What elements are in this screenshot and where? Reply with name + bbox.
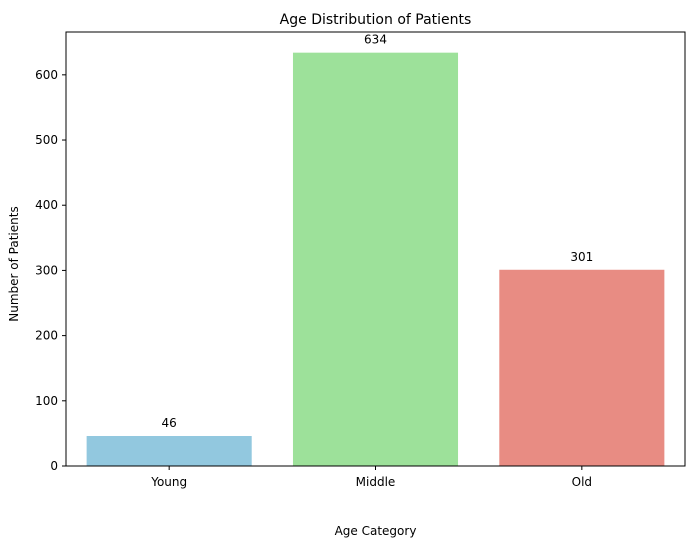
- y-axis-label: Number of Patients: [7, 206, 21, 321]
- bars-layer: [86, 52, 665, 467]
- y-tick-label: 500: [35, 133, 58, 147]
- x-tick-label-old: Old: [572, 475, 592, 489]
- y-tick-label: 100: [35, 394, 58, 408]
- bar-old: [499, 269, 665, 466]
- y-tick-label: 200: [35, 329, 58, 343]
- bar-young: [86, 436, 252, 466]
- x-axis-label: Age Category: [335, 524, 417, 538]
- y-tick-label: 400: [35, 198, 58, 212]
- y-tick-label: 300: [35, 263, 58, 277]
- x-tick-label-young: Young: [150, 475, 187, 489]
- data-label-middle: 634: [364, 33, 387, 47]
- plot-frame: [65, 31, 686, 467]
- data-label-old: 301: [570, 250, 593, 264]
- y-tick-label: 600: [35, 68, 58, 82]
- chart-title: Age Distribution of Patients: [280, 12, 472, 28]
- y-tick-label: 0: [50, 459, 58, 473]
- tick-layer: 0 100 200 300 400 500 600 Young Middle Old: [35, 68, 592, 489]
- data-label-young: 46: [162, 416, 177, 430]
- x-tick-label-middle: Middle: [356, 475, 396, 489]
- bar-middle: [292, 52, 459, 467]
- data-labels-layer: 46 634 301: [162, 33, 594, 430]
